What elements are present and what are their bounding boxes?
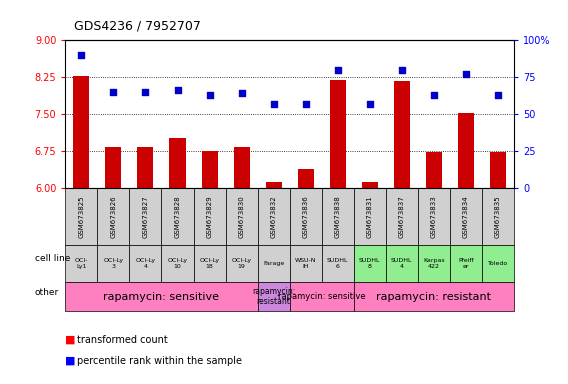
Text: GSM673826: GSM673826 — [110, 195, 116, 238]
Point — [109, 89, 118, 95]
Bar — [418, 245, 450, 282]
Bar — [169, 139, 186, 187]
Bar — [130, 245, 161, 282]
Bar — [65, 187, 97, 245]
Bar — [354, 282, 514, 311]
Bar — [161, 245, 194, 282]
Text: rapamycin: sensitive: rapamycin: sensitive — [278, 292, 366, 301]
Bar — [225, 187, 258, 245]
Point — [397, 67, 406, 73]
Text: ■: ■ — [65, 356, 76, 366]
Bar — [490, 152, 506, 187]
Text: SUDHL
6: SUDHL 6 — [327, 258, 349, 269]
Bar — [458, 113, 474, 187]
Bar — [290, 282, 354, 311]
Text: GDS4236 / 7952707: GDS4236 / 7952707 — [74, 20, 201, 33]
Text: GSM673832: GSM673832 — [271, 195, 277, 238]
Bar — [394, 81, 410, 187]
Bar — [194, 245, 225, 282]
Text: ■: ■ — [65, 335, 76, 345]
Bar — [225, 245, 258, 282]
Bar — [106, 147, 122, 187]
Text: transformed count: transformed count — [77, 335, 168, 345]
Text: OCI-
Ly1: OCI- Ly1 — [74, 258, 88, 269]
Text: Karpas
422: Karpas 422 — [423, 258, 445, 269]
Point — [301, 101, 310, 107]
Bar — [290, 187, 321, 245]
Text: SUDHL
4: SUDHL 4 — [391, 258, 412, 269]
Point — [237, 90, 246, 96]
Text: GSM673833: GSM673833 — [431, 195, 437, 238]
Bar — [266, 182, 282, 187]
Point — [205, 92, 214, 98]
Point — [461, 71, 470, 77]
Bar — [426, 152, 442, 187]
Bar — [130, 187, 161, 245]
Text: GSM673828: GSM673828 — [174, 195, 181, 238]
Text: OCI-Ly
18: OCI-Ly 18 — [199, 258, 220, 269]
Text: OCI-Ly
3: OCI-Ly 3 — [103, 258, 123, 269]
Text: other: other — [35, 288, 59, 297]
Bar — [97, 187, 130, 245]
Point — [141, 89, 150, 95]
Bar — [258, 282, 290, 311]
Point — [429, 92, 438, 98]
Text: rapamycin:
resistant: rapamycin: resistant — [252, 287, 295, 306]
Text: OCI-Ly
19: OCI-Ly 19 — [232, 258, 252, 269]
Bar — [161, 187, 194, 245]
Text: GSM673835: GSM673835 — [495, 195, 501, 238]
Text: OCI-Ly
10: OCI-Ly 10 — [168, 258, 187, 269]
Bar — [386, 245, 418, 282]
Bar — [450, 245, 482, 282]
Bar — [194, 187, 225, 245]
Bar — [65, 282, 258, 311]
Text: GSM673827: GSM673827 — [143, 195, 148, 238]
Text: GSM673825: GSM673825 — [78, 195, 84, 238]
Bar — [330, 79, 346, 187]
Text: Farage: Farage — [263, 261, 284, 266]
Bar — [137, 147, 153, 187]
Bar — [65, 245, 97, 282]
Text: Pfeiff
er: Pfeiff er — [458, 258, 474, 269]
Text: GSM673836: GSM673836 — [303, 195, 308, 238]
Point — [173, 87, 182, 93]
Bar — [482, 187, 514, 245]
Bar — [386, 187, 418, 245]
Text: GSM673834: GSM673834 — [463, 195, 469, 238]
Text: rapamycin: sensitive: rapamycin: sensitive — [103, 291, 219, 301]
Point — [269, 101, 278, 107]
Bar — [354, 187, 386, 245]
Text: GSM673837: GSM673837 — [399, 195, 405, 238]
Point — [365, 101, 374, 107]
Text: GSM673838: GSM673838 — [335, 195, 341, 238]
Bar — [354, 245, 386, 282]
Text: WSU-N
IH: WSU-N IH — [295, 258, 316, 269]
Bar — [233, 147, 249, 187]
Bar — [321, 187, 354, 245]
Bar — [258, 245, 290, 282]
Text: cell line: cell line — [35, 254, 70, 263]
Bar — [450, 187, 482, 245]
Bar — [97, 245, 130, 282]
Bar — [290, 245, 321, 282]
Text: SUDHL
8: SUDHL 8 — [359, 258, 381, 269]
Text: percentile rank within the sample: percentile rank within the sample — [77, 356, 241, 366]
Bar — [202, 151, 218, 187]
Bar — [418, 187, 450, 245]
Point — [333, 67, 343, 73]
Bar — [298, 169, 314, 187]
Point — [494, 92, 503, 98]
Text: OCI-Ly
4: OCI-Ly 4 — [135, 258, 156, 269]
Bar — [362, 182, 378, 187]
Bar — [321, 245, 354, 282]
Text: Toledo: Toledo — [488, 261, 508, 266]
Bar — [73, 76, 89, 187]
Text: GSM673830: GSM673830 — [239, 195, 245, 238]
Point — [77, 52, 86, 58]
Text: GSM673829: GSM673829 — [207, 195, 212, 238]
Bar — [258, 187, 290, 245]
Text: rapamycin: resistant: rapamycin: resistant — [377, 291, 491, 301]
Text: GSM673831: GSM673831 — [367, 195, 373, 238]
Bar — [482, 245, 514, 282]
